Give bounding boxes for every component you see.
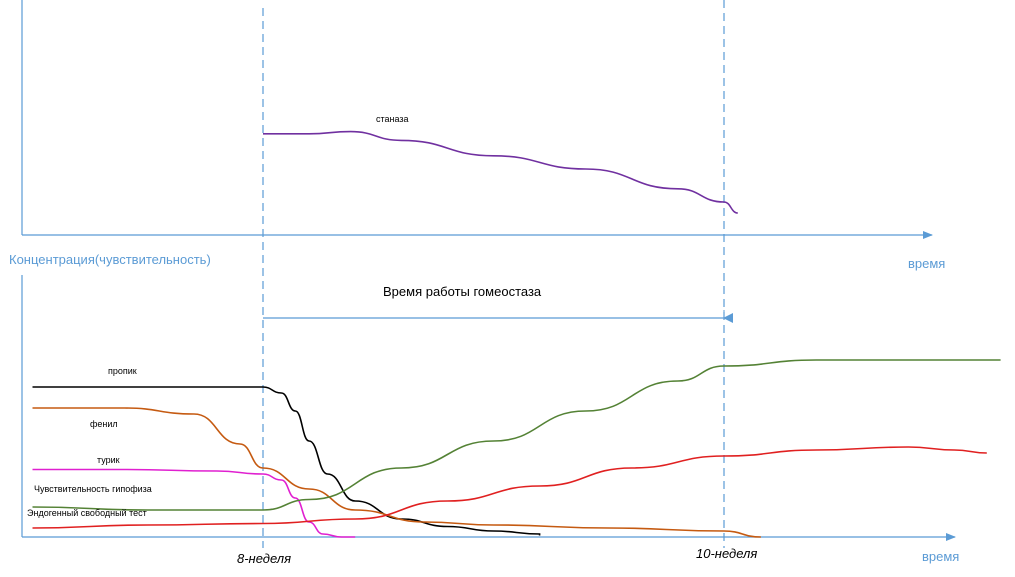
- curves-group: [32, 130, 1001, 538]
- series-label-pituitary: Чувствительность гипофиза: [34, 484, 152, 494]
- week8-label: 8-неделя: [237, 551, 291, 566]
- testosterone-curve: [32, 446, 987, 529]
- bottom-x-axis-label: время: [922, 549, 959, 564]
- series-label-testosterone: Эндогенный свободный тест: [27, 508, 147, 518]
- series-label-fenil: фенил: [90, 419, 118, 429]
- homeostasis-label: Время работы гомеостаза: [383, 284, 542, 299]
- series-label-turik: турик: [97, 455, 120, 465]
- fenil-curve: [32, 407, 761, 538]
- y-axis-label: Концентрация(чувствительность): [9, 252, 211, 267]
- pituitary-sensitivity-curve: [32, 359, 1001, 511]
- top-x-axis-label: время: [908, 256, 945, 271]
- series-label-stanaza: станаза: [376, 114, 409, 124]
- stanaza-curve: [263, 130, 738, 214]
- series-label-propik: пропик: [108, 366, 137, 376]
- turik-curve: [32, 468, 356, 538]
- propik-curve: [32, 386, 541, 536]
- week10-label: 10-неделя: [696, 546, 757, 561]
